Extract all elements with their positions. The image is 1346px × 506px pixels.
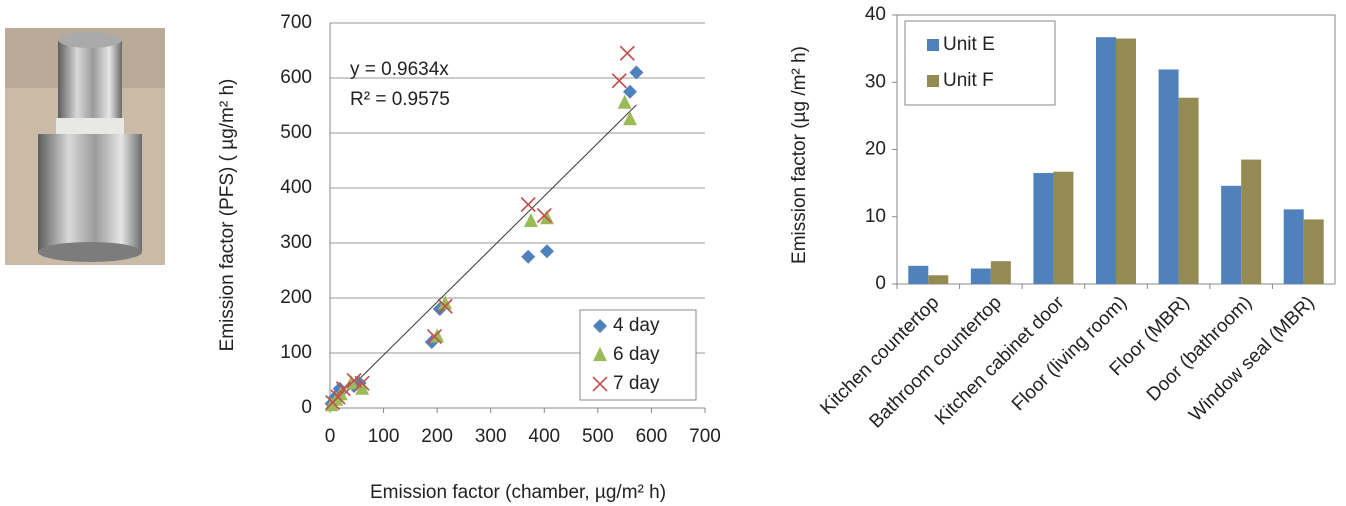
x-axis-label: Emission factor (chamber, µg/m² h) — [370, 482, 666, 503]
x-tick-label: Door (bathroom) — [1143, 292, 1256, 405]
y-tick-label: 600 — [280, 67, 312, 88]
legend-label: 4 day — [613, 315, 660, 336]
y-tick-label: 300 — [280, 232, 312, 253]
marker — [623, 111, 637, 126]
sample-photo — [5, 28, 165, 265]
legend-label: 7 day — [613, 373, 660, 394]
legend-marker — [593, 347, 607, 361]
legend-swatch — [927, 39, 939, 51]
marker — [539, 244, 554, 259]
legend-label: Unit F — [943, 70, 994, 91]
marker — [623, 84, 637, 99]
marker — [354, 375, 370, 391]
x-tick-label: 200 — [421, 426, 453, 447]
bar — [970, 268, 991, 284]
marker — [523, 213, 538, 227]
bar — [1033, 173, 1054, 284]
bar — [1241, 159, 1262, 284]
legend-label: Unit E — [943, 34, 995, 55]
legend-marker — [593, 319, 607, 333]
marker — [426, 328, 443, 345]
legend-swatch — [927, 75, 939, 87]
y-tick-label: 400 — [280, 177, 312, 198]
y-axis-label: Emission factor (PFS) ( µg/m² h) — [217, 79, 238, 352]
bar — [908, 265, 929, 284]
legend-box — [904, 20, 1056, 106]
bar — [1053, 171, 1074, 284]
y-tick-label: 100 — [280, 342, 312, 363]
y-tick-label: 0 — [301, 397, 312, 418]
marker — [536, 207, 552, 224]
marker — [335, 381, 351, 397]
x-tick-label: 300 — [475, 426, 507, 447]
annotation: y = 0.9634x — [350, 59, 449, 80]
bar — [1096, 37, 1116, 284]
legend-label: 6 day — [613, 344, 660, 365]
x-tick-label: 700 — [689, 426, 721, 447]
marker — [619, 45, 635, 61]
y-tick-label: 0 — [875, 273, 886, 294]
bar — [990, 261, 1011, 284]
x-tick-label: 0 — [325, 426, 336, 447]
marker — [611, 73, 627, 89]
x-tick-label: Floor (living room) — [1008, 292, 1131, 415]
y-tick-label: 20 — [865, 139, 886, 160]
x-tick-label: 500 — [582, 426, 614, 447]
marker — [437, 298, 453, 314]
y-tick-label: 40 — [865, 4, 886, 25]
marker — [629, 65, 644, 80]
marker — [330, 389, 346, 405]
x-tick-label: 100 — [368, 426, 400, 447]
marker — [430, 328, 445, 343]
y-tick-label: 200 — [280, 287, 312, 308]
marker — [521, 249, 536, 264]
x-tick-label: Kitchen countertop — [816, 292, 943, 419]
x-tick-label: 600 — [636, 426, 668, 447]
y-tick-label: 10 — [865, 206, 886, 227]
y-tick-label: 700 — [280, 12, 312, 33]
bar — [1283, 209, 1304, 284]
x-tick-label: 400 — [528, 426, 560, 447]
marker — [355, 380, 370, 395]
marker — [346, 372, 362, 389]
bar — [1116, 38, 1136, 284]
y-tick-label: 30 — [865, 71, 886, 92]
marker — [617, 94, 632, 109]
trendline — [329, 104, 637, 409]
y-axis-label: Emission factor (µg /m² h) — [789, 46, 810, 264]
legend-marker — [592, 376, 608, 392]
bar — [928, 275, 949, 284]
y-tick-label: 500 — [280, 122, 312, 143]
annotation: R² = 0.9575 — [350, 89, 450, 110]
marker — [520, 196, 536, 213]
marker — [438, 295, 453, 310]
x-tick-label: Window seal (MBR) — [1185, 292, 1319, 426]
bar — [1178, 97, 1199, 284]
bar — [1221, 185, 1242, 284]
bar — [1303, 219, 1324, 284]
bar — [1158, 69, 1179, 284]
